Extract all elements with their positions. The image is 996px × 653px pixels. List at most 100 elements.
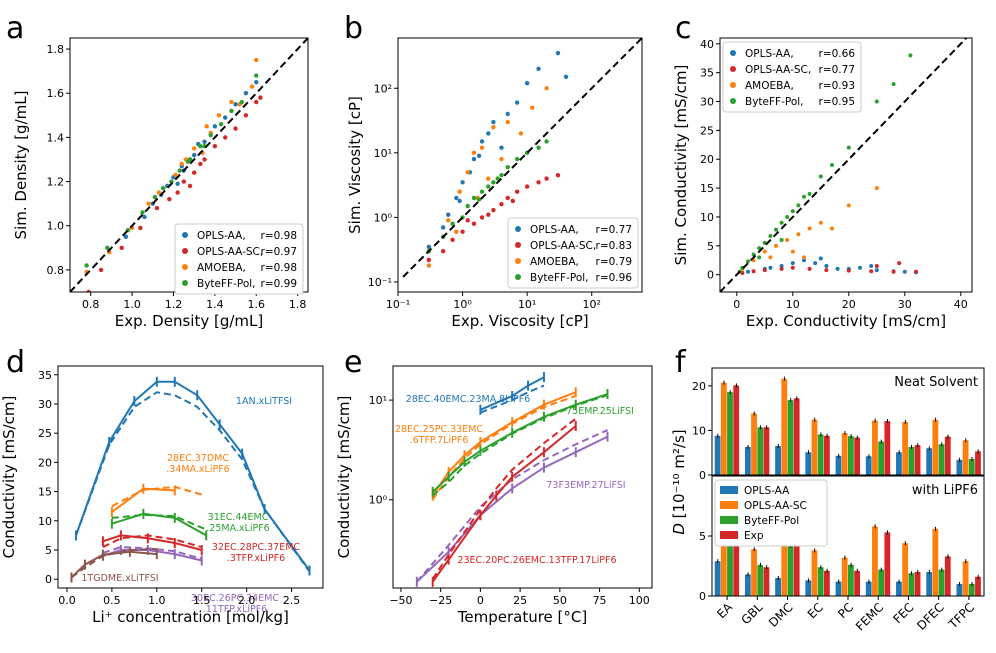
panel-f-ylabel: D [10⁻¹⁰ m²/s]: [670, 429, 688, 534]
panel-a-density: 0.8 1.0 1.2 1.4 1.6 1.8 0.8 1.0 1.2 1.4 1.6 1.8 Exp.…: [12, 37, 309, 330]
panel-a-ytick-label: 1.0: [47, 220, 65, 233]
conductivity-point: [914, 269, 918, 274]
viscosity-point: [555, 173, 561, 178]
viscosity-point: [479, 215, 485, 220]
panel-d-xlabel: Li⁺ concentration [mol/kg]: [92, 608, 289, 626]
viscosity-point: [536, 180, 541, 185]
panel-d-xtick-label: 1.0: [148, 594, 166, 607]
density-point: [138, 225, 143, 231]
panel-e-series-label: 28EC.40EMC.23MA.8LiPF6: [406, 394, 531, 405]
conductivity-point: [858, 265, 862, 270]
panel-e-ylabel: Conductivity [mS/cm]: [335, 396, 353, 559]
diffusion-bar: [872, 526, 878, 596]
viscosity-point: [563, 74, 569, 80]
diffusion-bar: [896, 581, 902, 596]
density-point: [198, 161, 203, 167]
panel-f-legend-swatch: [720, 486, 738, 494]
diffusion-bar: [757, 564, 764, 596]
panel-c-ytick-label: 40: [700, 38, 714, 51]
diffusion-bar: [793, 398, 800, 475]
panel-a-xtick-label: 1.0: [123, 298, 141, 311]
density-point: [179, 161, 184, 167]
conductivity-point: [802, 255, 806, 260]
panel-f-ylabel-symbol: D: [670, 523, 688, 535]
viscosity-point: [505, 111, 510, 117]
density-point: [160, 185, 166, 191]
viscosity-point: [544, 139, 549, 144]
diffusion-bar: [872, 420, 878, 475]
panel-c-legend-marker: [730, 82, 736, 88]
panel-f-legend-label: Exp: [744, 530, 764, 542]
panel-f-category-label: FEC: [890, 600, 916, 626]
panel-letter-c: c: [675, 11, 692, 46]
panel-d-series-label: .11TFP.xLiPF6: [203, 604, 267, 615]
panel-e-sim-line: [480, 376, 545, 411]
viscosity-point: [524, 184, 530, 189]
viscosity-point: [555, 50, 561, 56]
conductivity-point: [762, 249, 767, 254]
panel-b-legend-r: r=0.79: [596, 256, 633, 268]
panel-e-xtick-label: 75: [593, 594, 607, 607]
panel-c-xtick-label: 20: [842, 298, 856, 311]
panel-e-exp-line: [480, 384, 545, 414]
diffusion-bar: [944, 556, 951, 596]
panel-d-xtick-label: 1.5: [193, 594, 211, 607]
diffusion-bar: [817, 567, 824, 596]
diffusion-bar: [751, 549, 757, 596]
panel-f-ytick-label: 0: [699, 469, 706, 482]
panel-f-legend-swatch: [720, 501, 738, 509]
panel-f-ytick-label: 10: [692, 424, 706, 437]
panel-a-xtick-label: 0.8: [82, 298, 100, 311]
conductivity-point: [762, 268, 767, 273]
panel-d-ytick-label: 20: [38, 456, 52, 469]
viscosity-point: [476, 153, 482, 158]
panel-c-ytick-label: 15: [700, 182, 714, 195]
parity-line: [70, 38, 308, 292]
conductivity-point: [869, 264, 874, 269]
panel-b-legend-marker: [515, 258, 521, 264]
panel-c-legend-r: r=0.93: [819, 80, 856, 92]
viscosity-point: [491, 180, 496, 185]
diffusion-bar: [968, 584, 975, 596]
conductivity-point: [835, 266, 840, 271]
panel-b-legend-box: [507, 217, 639, 289]
conductivity-point: [813, 261, 818, 266]
density-point: [152, 194, 158, 200]
viscosity-point: [471, 195, 477, 201]
diffusion-bar: [968, 458, 975, 475]
density-point: [212, 144, 218, 149]
panel-a-legend-marker: [182, 280, 188, 286]
diffusion-bar: [841, 433, 848, 475]
density-point: [156, 190, 162, 195]
panel-f-category-label: EC: [805, 600, 826, 621]
panel-f-subtitle: Neat Solvent: [894, 375, 978, 390]
panel-c-legend-label: OPLS-AA,: [745, 48, 794, 60]
panel-b-ylabel: Sim. Viscosity [cP]: [346, 96, 364, 234]
panel-a-xtick-label: 1.4: [206, 298, 224, 311]
panel-c-xlabel: Exp. Conductivity [mS/cm]: [746, 312, 946, 330]
conductivity-point: [796, 232, 801, 237]
panel-e-sim-line: [432, 393, 608, 493]
panel-f-legend-label: OPLS-AA: [744, 485, 790, 497]
density-point: [249, 84, 255, 89]
panel-c-legend-r: r=0.95: [819, 96, 856, 108]
panel-e-series-label: 75EMP.25LiFSI: [566, 406, 634, 417]
diffusion-bar: [805, 452, 812, 475]
conductivity-point: [818, 256, 823, 261]
panel-e-ytick-label: 10⁰: [369, 494, 388, 507]
panel-d-exp-line: [75, 391, 311, 573]
panel-c-legend-r: r=0.66: [819, 48, 856, 60]
density-point: [223, 115, 228, 120]
diffusion-bar: [835, 455, 842, 475]
diffusion-bar: [902, 543, 909, 596]
panel-letter-a: a: [6, 11, 24, 46]
panel-letter-f: f: [675, 345, 687, 380]
panel-d-series-label: 32EC.28PC.37EMC: [212, 542, 301, 553]
conductivity-point: [846, 203, 851, 208]
panel-d-ylabel: Conductivity [mS/cm]: [0, 396, 18, 559]
density-point: [223, 135, 228, 140]
panel-b-legend-r: r=0.96: [596, 272, 633, 284]
panel-c-legend-r: r=0.77: [819, 64, 856, 76]
panel-c-xtick-label: 0: [733, 298, 740, 311]
panel-d-ytick-label: 30: [38, 398, 52, 411]
